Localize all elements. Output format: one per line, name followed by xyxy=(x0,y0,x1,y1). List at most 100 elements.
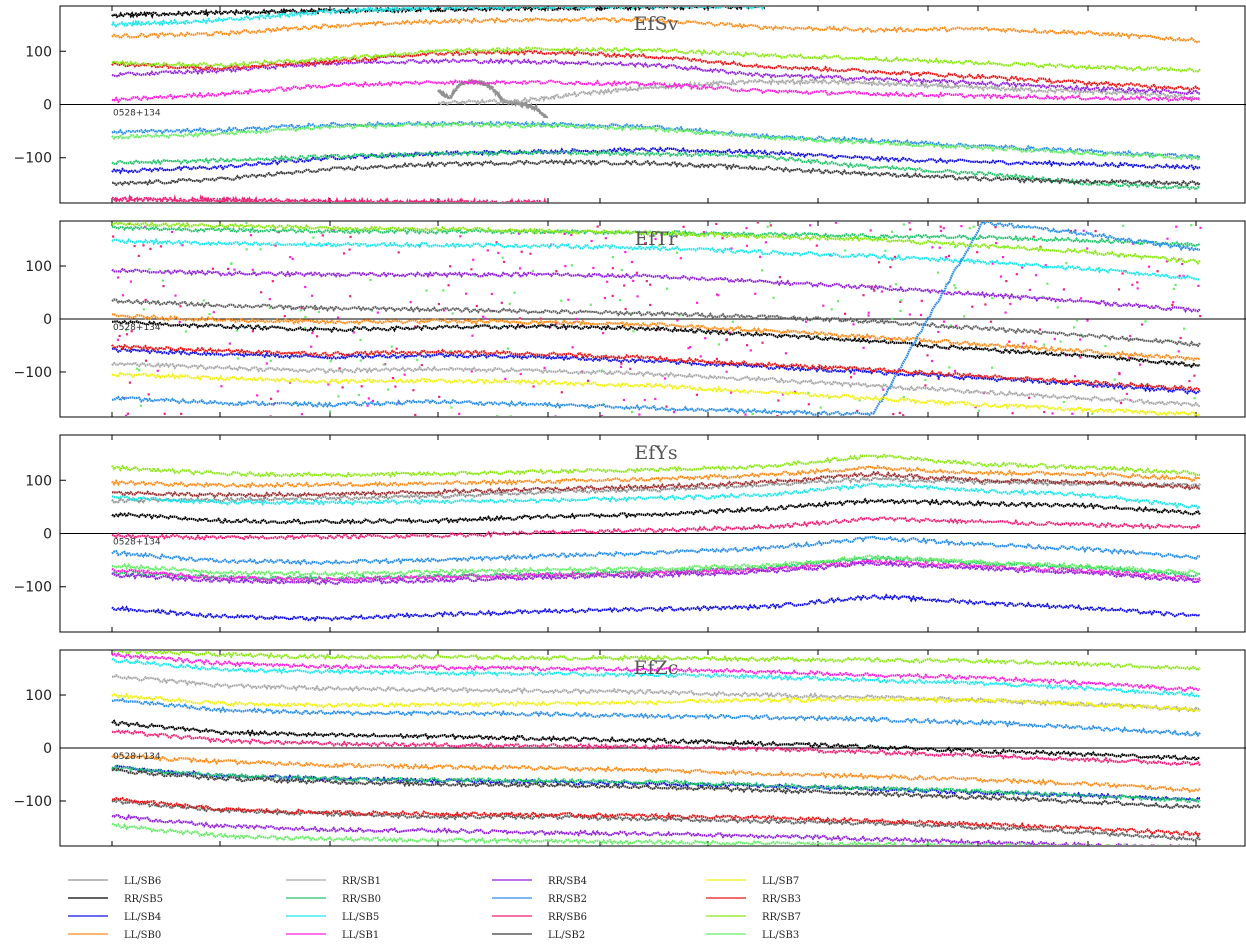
data-point xyxy=(715,293,718,296)
data-point xyxy=(620,268,623,272)
data-point xyxy=(1144,320,1147,323)
data-point xyxy=(1172,287,1175,290)
series-ll-sb6 xyxy=(111,298,1201,348)
data-point xyxy=(891,317,894,320)
legend-item-rr-sb3: RR/SB3 xyxy=(706,894,801,905)
data-point xyxy=(259,248,262,251)
data-point xyxy=(178,321,181,324)
data-point xyxy=(687,347,690,350)
data-point xyxy=(999,275,1003,278)
data-point xyxy=(725,370,728,373)
data-point xyxy=(1094,230,1097,233)
panel-title: EfYs xyxy=(634,442,677,464)
data-point xyxy=(776,414,779,416)
data-point xyxy=(682,225,685,228)
series-ll-sb6 xyxy=(437,77,549,119)
data-point xyxy=(228,342,231,345)
data-point xyxy=(938,246,941,249)
series-rr-sb4 xyxy=(111,560,1201,586)
data-point xyxy=(989,320,993,323)
series-rr-sb2 xyxy=(111,697,1201,738)
data-point xyxy=(482,315,485,318)
data-point xyxy=(942,227,945,230)
data-point xyxy=(1071,412,1074,415)
data-point xyxy=(930,359,934,363)
legend-item-rr-sb6: RR/SB6 xyxy=(492,912,587,923)
data-point xyxy=(1131,242,1134,245)
series-ll-sb3 xyxy=(111,822,1197,845)
data-point xyxy=(761,269,764,272)
series-rr-sb6 xyxy=(111,729,1201,767)
data-point xyxy=(909,228,912,231)
data-point xyxy=(369,278,372,282)
data-point xyxy=(822,304,825,307)
data-point xyxy=(882,388,885,391)
data-point xyxy=(844,249,847,252)
legend-label: RR/SB5 xyxy=(124,894,163,905)
series-rr-sb2 xyxy=(111,120,1201,160)
data-point xyxy=(1197,284,1200,287)
data-point xyxy=(170,230,174,233)
data-point xyxy=(772,296,775,299)
series-ll-sb1-noise xyxy=(116,222,1202,416)
data-point xyxy=(949,324,952,327)
series-rr-sb0 xyxy=(111,225,1201,248)
series-ll-sb1 xyxy=(111,558,1201,583)
data-point xyxy=(751,412,754,415)
data-point xyxy=(658,244,661,247)
series-rr-sb7 xyxy=(111,651,1201,672)
series-ll-sb5 xyxy=(111,237,1201,281)
data-point xyxy=(245,248,248,251)
data-point xyxy=(954,246,957,249)
data-point xyxy=(276,390,279,393)
data-point xyxy=(437,303,440,306)
data-point xyxy=(604,237,607,240)
data-point xyxy=(450,406,453,409)
data-point xyxy=(1086,247,1089,250)
data-point xyxy=(397,251,400,254)
data-point xyxy=(1074,229,1077,232)
data-point xyxy=(376,311,379,314)
data-point xyxy=(161,279,164,282)
data-point xyxy=(908,222,911,224)
data-point xyxy=(390,345,393,348)
data-point xyxy=(391,377,395,380)
legend-item-ll-sb2: LL/SB2 xyxy=(492,930,585,941)
data-point xyxy=(289,256,292,259)
data-point xyxy=(184,330,188,333)
data-point xyxy=(977,409,980,412)
data-point xyxy=(303,326,306,329)
data-point xyxy=(624,251,627,254)
data-point xyxy=(409,301,412,304)
series-line xyxy=(111,798,1201,842)
data-point xyxy=(270,397,273,400)
legend-label: RR/SB1 xyxy=(342,876,381,887)
series-rr-sb3 xyxy=(111,343,1201,392)
data-point xyxy=(327,383,330,386)
data-point xyxy=(560,299,563,302)
data-point xyxy=(156,369,159,372)
series-rr-sb4 xyxy=(111,57,1201,96)
data-point xyxy=(471,334,474,337)
data-point xyxy=(382,363,385,366)
data-point xyxy=(387,388,390,391)
data-point xyxy=(894,283,898,286)
series-line xyxy=(111,222,1201,266)
series-ll-sb1 xyxy=(111,78,1201,104)
legend-item-ll-sb5: LL/SB5 xyxy=(286,912,379,923)
data-point xyxy=(475,304,478,308)
data-point xyxy=(159,245,162,248)
data-point xyxy=(341,386,344,389)
series-line xyxy=(111,697,1201,738)
data-point xyxy=(678,314,681,317)
data-point xyxy=(624,307,627,311)
series-line xyxy=(437,77,1201,107)
data-point xyxy=(606,280,609,283)
data-point xyxy=(252,270,255,273)
data-point xyxy=(470,370,473,373)
data-point xyxy=(560,391,563,394)
data-point xyxy=(937,330,940,333)
data-point xyxy=(1041,295,1044,298)
data-point xyxy=(555,322,558,325)
series-line xyxy=(111,482,1201,510)
